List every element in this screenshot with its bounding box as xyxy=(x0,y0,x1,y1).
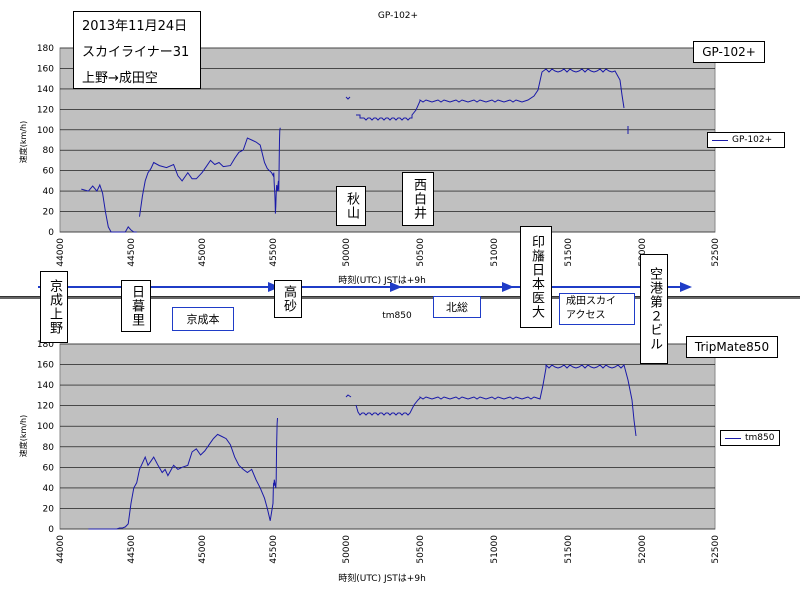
x-tick-label: 51000 xyxy=(490,535,500,564)
y-tick-label: 120 xyxy=(37,105,54,115)
y-tick-label: 80 xyxy=(43,146,55,156)
x-tick-label: 45500 xyxy=(269,238,279,267)
y-tick-label: 20 xyxy=(43,504,55,514)
station-nippori: 日暮里 xyxy=(121,280,151,332)
bottom-device-badge: TripMate850 xyxy=(686,336,778,358)
series-line-segment xyxy=(81,183,137,233)
bottom-legend-label: tm850 xyxy=(745,433,775,443)
series-line-segment xyxy=(356,68,625,121)
y-tick-label: 120 xyxy=(37,402,54,412)
y-tick-label: 100 xyxy=(37,422,54,432)
route-name: 上野→成田空 xyxy=(82,71,158,86)
y-tick-label: 160 xyxy=(37,64,54,74)
line-keisei-main: 京成本 xyxy=(172,307,234,331)
bottom-legend-swatch xyxy=(725,437,741,439)
x-tick-label: 52000 xyxy=(638,238,648,267)
y-tick-label: 80 xyxy=(43,443,55,453)
station-keisei-ueno: 京成上野 xyxy=(40,271,68,343)
y-tick-label: 0 xyxy=(48,228,54,238)
top-x-axis-label: 時刻(UTC) JSTは+9h xyxy=(338,274,426,286)
top-y-axis-label: 速度(km/h) xyxy=(18,121,28,163)
y-tick-label: 40 xyxy=(43,484,55,494)
trip-date: 2013年11月24日 xyxy=(82,19,188,34)
top-series-line xyxy=(81,68,629,233)
y-tick-label: 180 xyxy=(37,340,54,350)
x-tick-label: 45500 xyxy=(269,535,279,564)
x-tick-label: 50500 xyxy=(416,238,426,267)
top-device-badge: GP-102+ xyxy=(693,41,765,63)
y-tick-label: 160 xyxy=(37,361,54,371)
trip-info-box: 2013年11月24日 スカイライナー31 上野→成田空 xyxy=(73,11,201,89)
bottom-chart-title: tm850 xyxy=(382,311,412,321)
station-akiyama: 秋山 xyxy=(336,186,366,226)
top-legend-label: GP-102+ xyxy=(732,135,773,145)
y-tick-label: 140 xyxy=(37,381,54,391)
y-tick-label: 20 xyxy=(43,208,55,218)
y-tick-label: 140 xyxy=(37,85,54,95)
x-tick-label: 52500 xyxy=(711,535,721,564)
bottom-x-axis-label: 時刻(UTC) JSTは+9h xyxy=(338,572,426,584)
x-tick-label: 50000 xyxy=(342,238,352,267)
series-line-segment xyxy=(345,96,351,100)
series-line-segment xyxy=(139,127,281,217)
station-takasago: 高砂 xyxy=(274,280,302,318)
x-tick-label: 44000 xyxy=(56,238,66,267)
y-tick-label: 180 xyxy=(37,44,54,54)
line-hokuso: 北総 xyxy=(433,296,481,318)
bottom-plot-area xyxy=(59,343,716,530)
top-y-tick-labels: 0 20 40 60 80 100 120 140 160 180 xyxy=(37,44,54,238)
y-tick-label: 40 xyxy=(43,187,55,197)
bottom-series-line xyxy=(88,363,637,530)
y-tick-label: 60 xyxy=(43,167,55,177)
x-tick-label: 50000 xyxy=(342,535,352,564)
bottom-x-tick-labels: 44000 44500 45000 45500 50000 50500 51000 51500… xyxy=(56,535,721,564)
top-x-tick-labels: 44000 44500 45000 45500 50000 50500 51000 51500… xyxy=(56,238,721,267)
bottom-y-axis-label: 速度(km/h) xyxy=(18,415,28,457)
station-airport-terminal2: 空港第２ビル xyxy=(640,254,668,364)
x-tick-label: 50500 xyxy=(416,535,426,564)
bottom-gridlines xyxy=(60,343,715,530)
bottom-y-tick-labels: 0 20 40 60 80 100 120 140 160 180 xyxy=(37,340,54,535)
series-line-segment xyxy=(355,363,637,437)
top-legend: GP-102+ xyxy=(707,132,785,148)
x-tick-label: 45000 xyxy=(198,238,208,267)
station-nishi-shiroi: 西白井 xyxy=(402,172,434,226)
y-tick-label: 60 xyxy=(43,463,55,473)
x-tick-label: 45000 xyxy=(198,535,208,564)
x-tick-label: 52000 xyxy=(638,535,648,564)
y-tick-label: 100 xyxy=(37,126,54,136)
station-inba-nichi-idai: 印旛日本医大 xyxy=(520,226,552,328)
top-gridlines xyxy=(60,47,715,233)
x-tick-label: 44000 xyxy=(56,535,66,564)
line-narita-sky-access-line2: アクセス xyxy=(566,310,606,321)
top-chart-title: GP-102+ xyxy=(378,11,418,21)
y-tick-label: 0 xyxy=(48,525,54,535)
bottom-legend: tm850 xyxy=(720,430,780,446)
x-tick-label: 51500 xyxy=(564,535,574,564)
x-tick-label: 44500 xyxy=(127,238,137,267)
series-line-segment xyxy=(88,417,278,530)
top-legend-swatch xyxy=(712,139,728,141)
x-tick-label: 44500 xyxy=(127,535,137,564)
x-tick-label: 51000 xyxy=(490,238,500,267)
line-narita-sky-access: 成田スカイ アクセス xyxy=(559,293,635,325)
x-tick-label: 52500 xyxy=(711,238,721,267)
bottom-chart: 0 20 40 60 80 100 120 140 160 180 44000 44500 45000… xyxy=(18,311,721,584)
train-name: スカイライナー31 xyxy=(82,45,190,60)
series-line-segment xyxy=(345,394,352,398)
x-tick-label: 51500 xyxy=(564,238,574,267)
line-narita-sky-access-line1: 成田スカイ xyxy=(566,296,616,307)
